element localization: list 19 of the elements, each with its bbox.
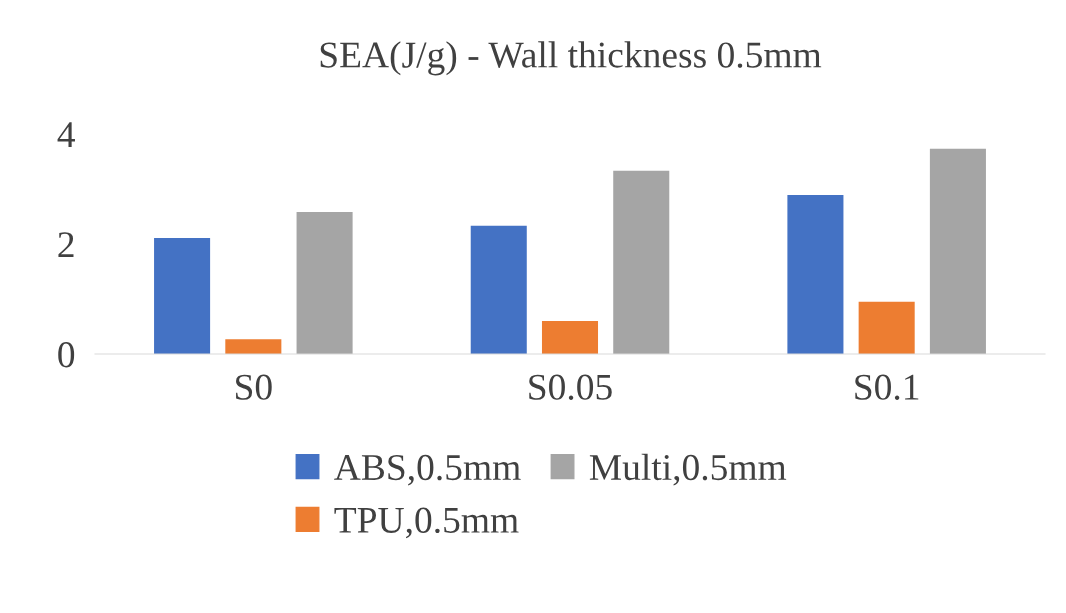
legend-label: ABS,0.5mm (334, 454, 521, 486)
chart-title: SEA(J/g) - Wall thickness 0.5mm (320, 41, 822, 76)
x-tick-label: S0.05 (529, 374, 612, 400)
x-tick-label: S0 (236, 374, 272, 400)
bar (470, 225, 527, 354)
bar (541, 321, 599, 354)
bar (787, 195, 844, 354)
y-tick-label: 2 (58, 232, 74, 258)
y-tick-label: 4 (57, 122, 75, 148)
legend-label: TPU,0.5mm (334, 507, 519, 539)
bar (296, 212, 353, 354)
bar (858, 301, 915, 354)
x-tick-label: S0.1 (855, 374, 919, 400)
bar (929, 148, 986, 354)
legend-label: Multi,0.5mm (589, 453, 787, 486)
y-tick-label: 0 (58, 342, 75, 368)
bar (613, 170, 670, 354)
bar (154, 237, 211, 354)
bar (225, 339, 282, 354)
